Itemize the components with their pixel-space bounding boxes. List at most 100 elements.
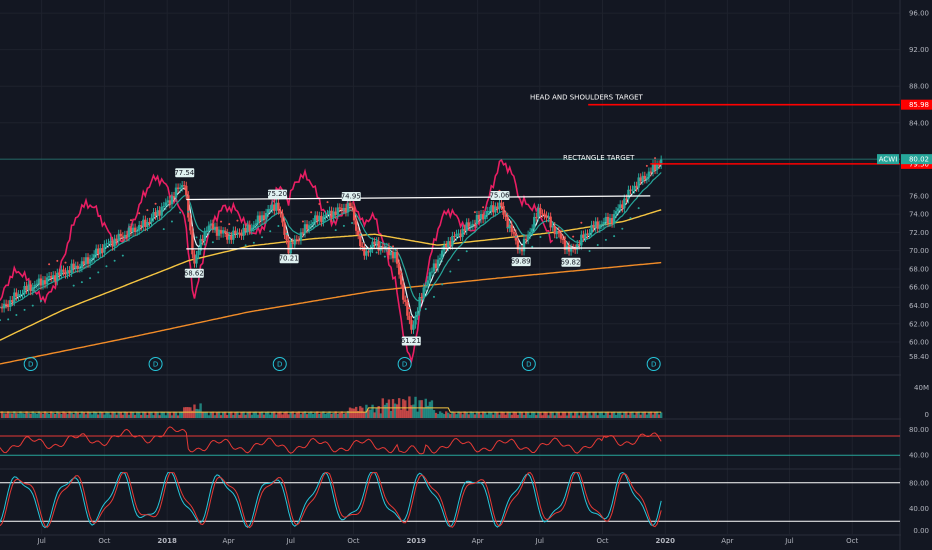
ma-50-line: [0, 209, 662, 341]
candle-body: [293, 239, 296, 244]
volume-bar: [616, 412, 620, 418]
price-label-box: [490, 190, 510, 200]
candle-body: [324, 214, 327, 217]
candle-body: [33, 284, 36, 288]
psar-dot: [138, 212, 141, 215]
volume-bar: [15, 413, 18, 418]
volume-bar: [524, 411, 528, 418]
volume-bar: [434, 412, 438, 418]
psar-dot: [351, 222, 354, 225]
psar-dot: [482, 206, 485, 209]
candle-body: [500, 202, 503, 206]
dividend-marker[interactable]: D: [521, 357, 536, 371]
psar-dot: [392, 245, 395, 248]
candle-body: [232, 230, 235, 240]
candle-body: [459, 233, 462, 237]
price-axis[interactable]: 96.00 92.00 88.00 84.00 80.00 76.00 74.00 72.00…: [901, 0, 932, 550]
candle-body: [342, 207, 346, 211]
candle-body: [238, 232, 241, 234]
volume-bar: [113, 412, 116, 418]
price-label-box: [184, 268, 204, 278]
candle-body: [352, 207, 356, 221]
candle-body: [404, 299, 407, 302]
volume-bar: [651, 414, 655, 418]
volume-bar: [103, 414, 106, 418]
candle-body: [578, 244, 581, 246]
candle-body: [516, 240, 520, 250]
candle-body: [189, 217, 192, 231]
dividend-marker[interactable]: D: [646, 357, 661, 371]
head-and-shoulders-target-label: HEAD AND SHOULDERS TARGET: [530, 94, 644, 102]
psar-dot: [162, 228, 165, 231]
candle-body: [314, 215, 317, 223]
volume-bar: [4, 413, 8, 418]
candle-body: [215, 226, 219, 236]
volume-bar: [168, 411, 172, 418]
candle-body: [248, 224, 251, 231]
volume-bar: [590, 415, 593, 418]
candle-body: [31, 287, 34, 292]
candle-body: [582, 234, 585, 238]
volume-bar: [279, 411, 282, 418]
psar-dot: [531, 245, 534, 248]
candle-body: [4, 303, 8, 305]
time-axis[interactable]: Jul Oct 2018 Apr Jul Oct 2019 Apr Jul Oct 2020 Apr J…: [36, 537, 858, 545]
price-axis-tick: 92.00: [909, 46, 929, 54]
volume-bar: [82, 412, 86, 418]
volume-bar: [500, 411, 503, 418]
candle-body: [369, 248, 372, 253]
candle-body: [289, 242, 292, 254]
dividend-marker[interactable]: D: [23, 357, 38, 371]
volume-bar: [338, 412, 342, 418]
volume-bar: [395, 404, 399, 418]
volume-bar: [537, 411, 540, 418]
volume-bar: [254, 411, 258, 418]
candle-body: [318, 215, 321, 221]
candle-body: [68, 270, 71, 273]
volume-bar: [453, 412, 456, 418]
volume-bar: [420, 400, 423, 418]
dividend-marker[interactable]: D: [397, 357, 412, 371]
time-axis-tick: Jul: [36, 537, 46, 545]
candle-body: [436, 259, 440, 269]
volume-bar: [232, 414, 235, 418]
candle-body: [393, 251, 397, 259]
candle-body: [142, 219, 145, 227]
volume-bar: [41, 413, 45, 418]
volume-bar: [600, 411, 604, 418]
candle-body: [389, 251, 393, 256]
volume-bar: [346, 410, 350, 418]
psar-dot: [121, 254, 124, 257]
candle-body: [240, 233, 243, 236]
dividend-marker[interactable]: D: [148, 357, 163, 371]
volume-bar: [571, 415, 575, 418]
volume-bar: [152, 415, 155, 418]
candle-body: [598, 224, 601, 229]
candle-body: [586, 233, 589, 235]
candle-body: [545, 215, 548, 219]
volume-bar: [531, 411, 534, 418]
dividend-marker[interactable]: D: [272, 357, 287, 371]
candle-body: [191, 230, 194, 255]
volume-bar: [545, 411, 548, 418]
volume-bar: [621, 414, 624, 418]
volume-bar: [160, 411, 163, 418]
volume-bar: [275, 414, 278, 418]
volume-bar: [172, 411, 176, 418]
candle-body: [559, 233, 563, 239]
candle-body: [92, 254, 96, 258]
volume-bar: [379, 413, 382, 418]
volume-bar: [277, 412, 280, 418]
volume-bar: [52, 412, 55, 418]
volume-bar: [62, 411, 65, 418]
volume-bar: [76, 412, 79, 418]
candle-body: [649, 171, 653, 173]
psar-dot: [506, 226, 509, 229]
candle-body: [295, 239, 299, 241]
psar-dot: [473, 211, 476, 214]
candle-body: [29, 284, 32, 292]
psar-dot: [547, 232, 550, 235]
volume-bar: [596, 415, 599, 418]
